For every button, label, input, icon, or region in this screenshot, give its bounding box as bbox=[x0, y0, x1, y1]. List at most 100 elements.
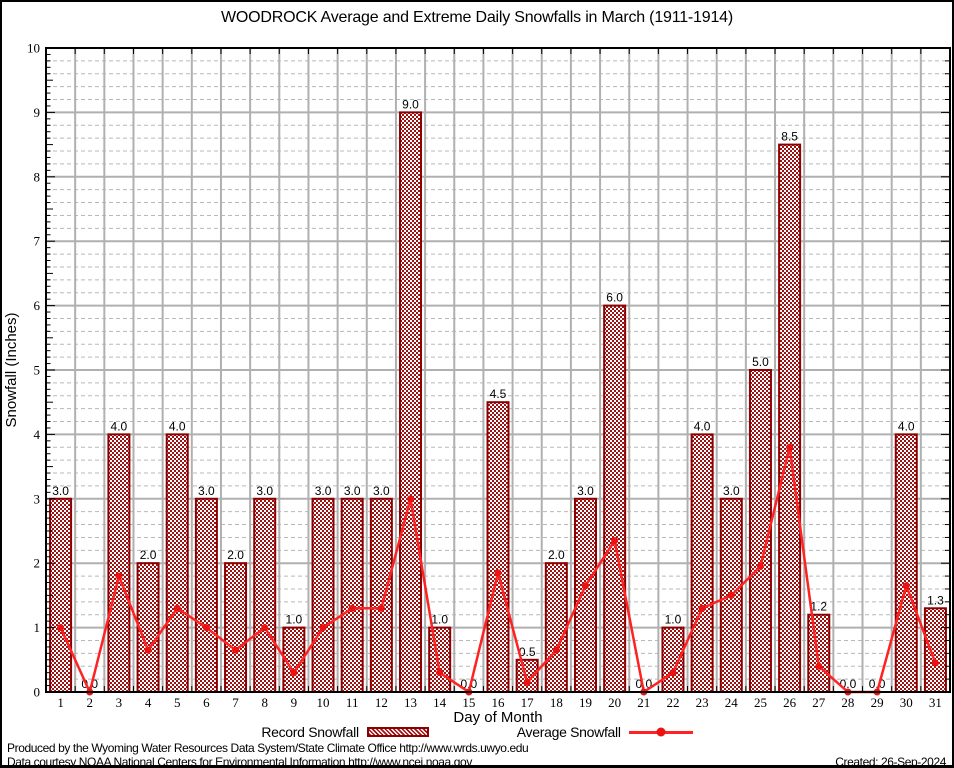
chart-legend: Record Snowfall Average Snowfall bbox=[2, 724, 952, 740]
bar-label-day-3: 4.0 bbox=[111, 419, 128, 433]
x-tick-2: 2 bbox=[86, 695, 93, 710]
average-snowfall-markers bbox=[57, 443, 939, 696]
x-tick-26: 26 bbox=[783, 695, 797, 710]
bar-label-day-7: 2.0 bbox=[227, 548, 244, 562]
y-axis-title: Snowfall (Inches) bbox=[3, 312, 20, 427]
bar-label-day-4: 2.0 bbox=[140, 548, 157, 562]
footer-produced-by: Produced by the Wyoming Water Resources … bbox=[7, 741, 529, 755]
x-tick-8: 8 bbox=[261, 695, 268, 710]
average-snowfall-marker-icon bbox=[656, 727, 666, 737]
bar-label-day-21: 0.0 bbox=[635, 677, 652, 691]
bar-label-day-8: 3.0 bbox=[256, 484, 273, 498]
bar-day-31 bbox=[923, 607, 947, 694]
bar-label-day-31: 1.3 bbox=[927, 593, 944, 607]
record-snowfall-bars bbox=[49, 111, 947, 694]
y-tick-10: 10 bbox=[27, 41, 40, 56]
y-tick-6: 6 bbox=[34, 298, 41, 313]
bar-day-19 bbox=[573, 497, 597, 693]
bar-day-12 bbox=[369, 497, 393, 693]
marker-day-3 bbox=[115, 572, 123, 580]
bar-day-11 bbox=[340, 497, 364, 693]
marker-day-16 bbox=[494, 569, 502, 577]
average-snowfall-line-icon bbox=[628, 727, 693, 737]
bar-day-25 bbox=[748, 369, 772, 693]
bar-label-day-22: 1.0 bbox=[665, 613, 682, 627]
x-tick-19: 19 bbox=[579, 695, 592, 710]
x-tick-12: 12 bbox=[375, 695, 388, 710]
bar-label-day-30: 4.0 bbox=[898, 419, 915, 433]
bar-label-day-12: 3.0 bbox=[373, 484, 390, 498]
y-tick-1: 1 bbox=[34, 620, 41, 635]
y-tick-0: 0 bbox=[34, 685, 41, 700]
bar-day-26 bbox=[778, 143, 802, 694]
x-tick-11: 11 bbox=[346, 695, 359, 710]
marker-day-25 bbox=[756, 562, 764, 570]
marker-day-20 bbox=[611, 537, 619, 545]
marker-day-13 bbox=[407, 495, 415, 503]
x-tick-5: 5 bbox=[174, 695, 181, 710]
y-tick-4: 4 bbox=[34, 427, 41, 442]
x-tick-22: 22 bbox=[666, 695, 679, 710]
marker-day-12 bbox=[377, 604, 385, 612]
x-tick-27: 27 bbox=[812, 695, 826, 710]
bar-label-day-20: 6.0 bbox=[606, 291, 623, 305]
bar-day-27 bbox=[807, 613, 831, 693]
chart-title: WOODROCK Average and Extreme Daily Snowf… bbox=[221, 9, 733, 26]
record-snowfall-swatch-icon bbox=[366, 727, 429, 737]
bar-day-7 bbox=[224, 562, 248, 694]
footer-created-date: Created: 26-Sep-2024 bbox=[835, 755, 946, 768]
bar-day-30 bbox=[894, 433, 918, 693]
bar-day-3 bbox=[107, 433, 131, 693]
legend-record-label: Record Snowfall bbox=[261, 724, 359, 740]
marker-day-19 bbox=[581, 582, 589, 590]
x-tick-1: 1 bbox=[57, 695, 64, 710]
bar-day-4 bbox=[136, 562, 160, 694]
bar-label-day-9: 1.0 bbox=[286, 613, 303, 627]
x-tick-31: 31 bbox=[929, 695, 942, 710]
y-axis-labels: 0 1 2 3 4 5 6 7 8 9 10 bbox=[27, 41, 41, 700]
bar-day-20 bbox=[603, 304, 627, 693]
marker-day-30 bbox=[902, 582, 910, 590]
bar-label-day-26: 8.5 bbox=[781, 130, 798, 144]
footer-data-courtesy: Data courtesy NOAA National Centers for … bbox=[7, 755, 472, 768]
bar-day-8 bbox=[253, 497, 277, 693]
x-tick-21: 21 bbox=[637, 695, 650, 710]
bar-day-23 bbox=[690, 433, 714, 693]
plot-frame bbox=[45, 47, 951, 693]
marker-day-23 bbox=[698, 604, 706, 612]
grid-vertical bbox=[74, 48, 922, 692]
marker-day-7 bbox=[232, 646, 240, 654]
marker-day-6 bbox=[202, 624, 210, 632]
marker-day-4 bbox=[144, 646, 152, 654]
x-tick-9: 9 bbox=[291, 695, 298, 710]
legend-average-label: Average Snowfall bbox=[516, 724, 621, 740]
marker-day-17 bbox=[523, 678, 531, 686]
x-tick-3: 3 bbox=[116, 695, 123, 710]
bar-day-1 bbox=[49, 497, 73, 693]
bar-day-22 bbox=[661, 626, 685, 693]
y-tick-8: 8 bbox=[34, 169, 41, 184]
x-axis-labels: 1 2 3 4 5 6 7 8 9 10 11 12 13 14 15 16 17 18 19 20 21 22 23 24 2… bbox=[57, 695, 942, 710]
marker-day-5 bbox=[173, 604, 181, 612]
x-tick-25: 25 bbox=[754, 695, 767, 710]
y-tick-2: 2 bbox=[34, 556, 41, 571]
y-tick-7: 7 bbox=[34, 234, 41, 249]
x-tick-28: 28 bbox=[841, 695, 854, 710]
bar-label-day-27: 1.2 bbox=[810, 600, 827, 614]
x-tick-29: 29 bbox=[871, 695, 884, 710]
marker-day-8 bbox=[261, 624, 269, 632]
bar-label-day-6: 3.0 bbox=[198, 484, 215, 498]
y-tick-9: 9 bbox=[34, 105, 41, 120]
marker-day-14 bbox=[436, 669, 444, 677]
x-tick-18: 18 bbox=[550, 695, 563, 710]
marker-day-27 bbox=[815, 662, 823, 670]
bar-day-13 bbox=[399, 111, 423, 693]
legend-average-snowfall: Average Snowfall bbox=[517, 724, 693, 740]
marker-day-11 bbox=[348, 604, 356, 612]
x-tick-15: 15 bbox=[462, 695, 475, 710]
bar-day-16 bbox=[486, 401, 510, 693]
bar-label-day-15: 0.0 bbox=[460, 677, 477, 691]
y-tick-3: 3 bbox=[34, 491, 41, 506]
